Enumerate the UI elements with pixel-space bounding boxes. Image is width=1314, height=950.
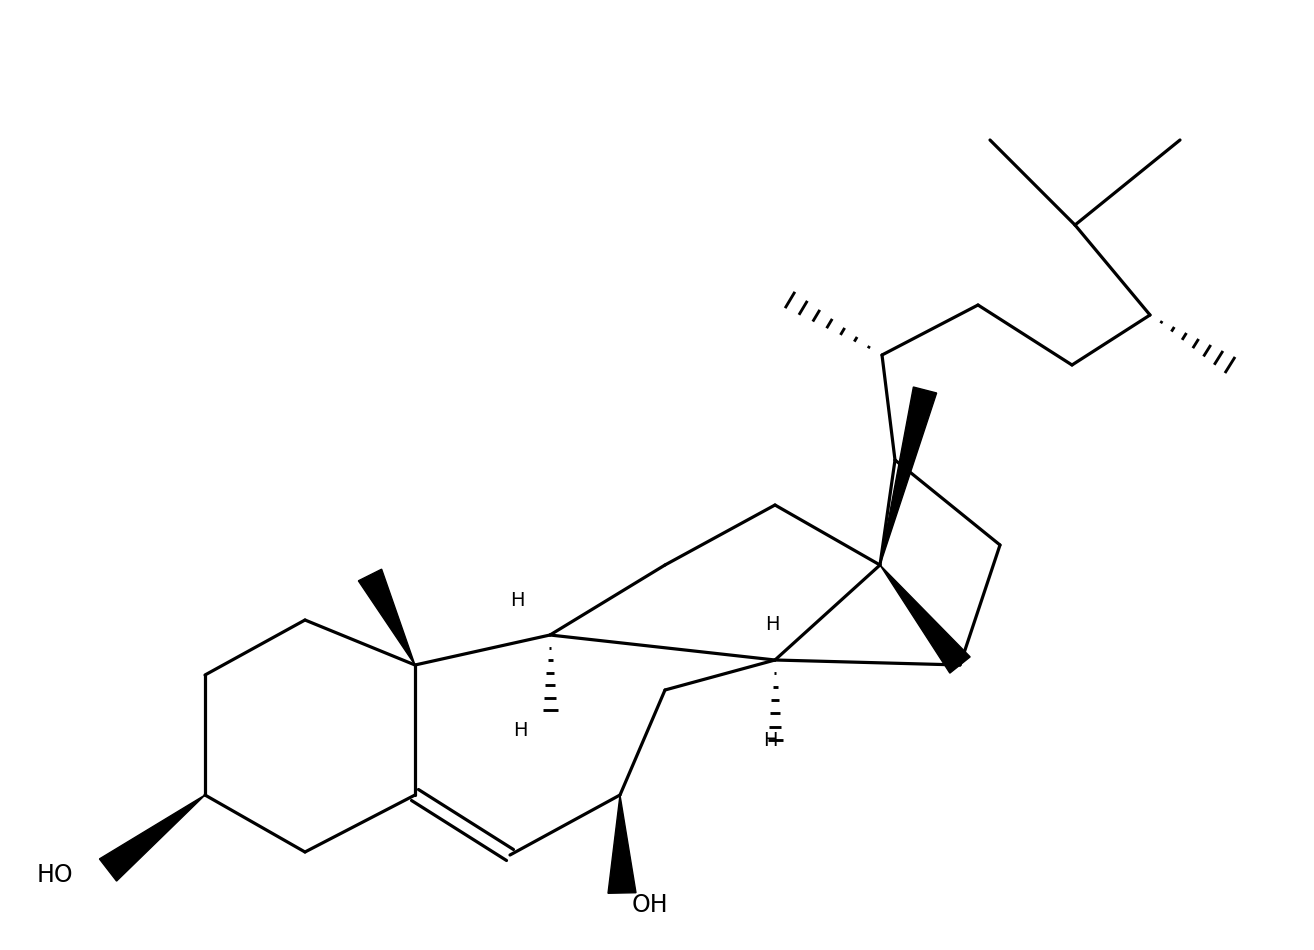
Text: H: H (512, 720, 527, 739)
Polygon shape (880, 565, 970, 674)
Text: HO: HO (37, 863, 74, 887)
Polygon shape (608, 795, 636, 893)
Text: OH: OH (632, 893, 669, 917)
Polygon shape (359, 569, 415, 665)
Text: H: H (765, 616, 779, 635)
Polygon shape (880, 387, 937, 565)
Text: H: H (510, 591, 524, 610)
Polygon shape (100, 795, 205, 881)
Text: H: H (762, 731, 778, 750)
